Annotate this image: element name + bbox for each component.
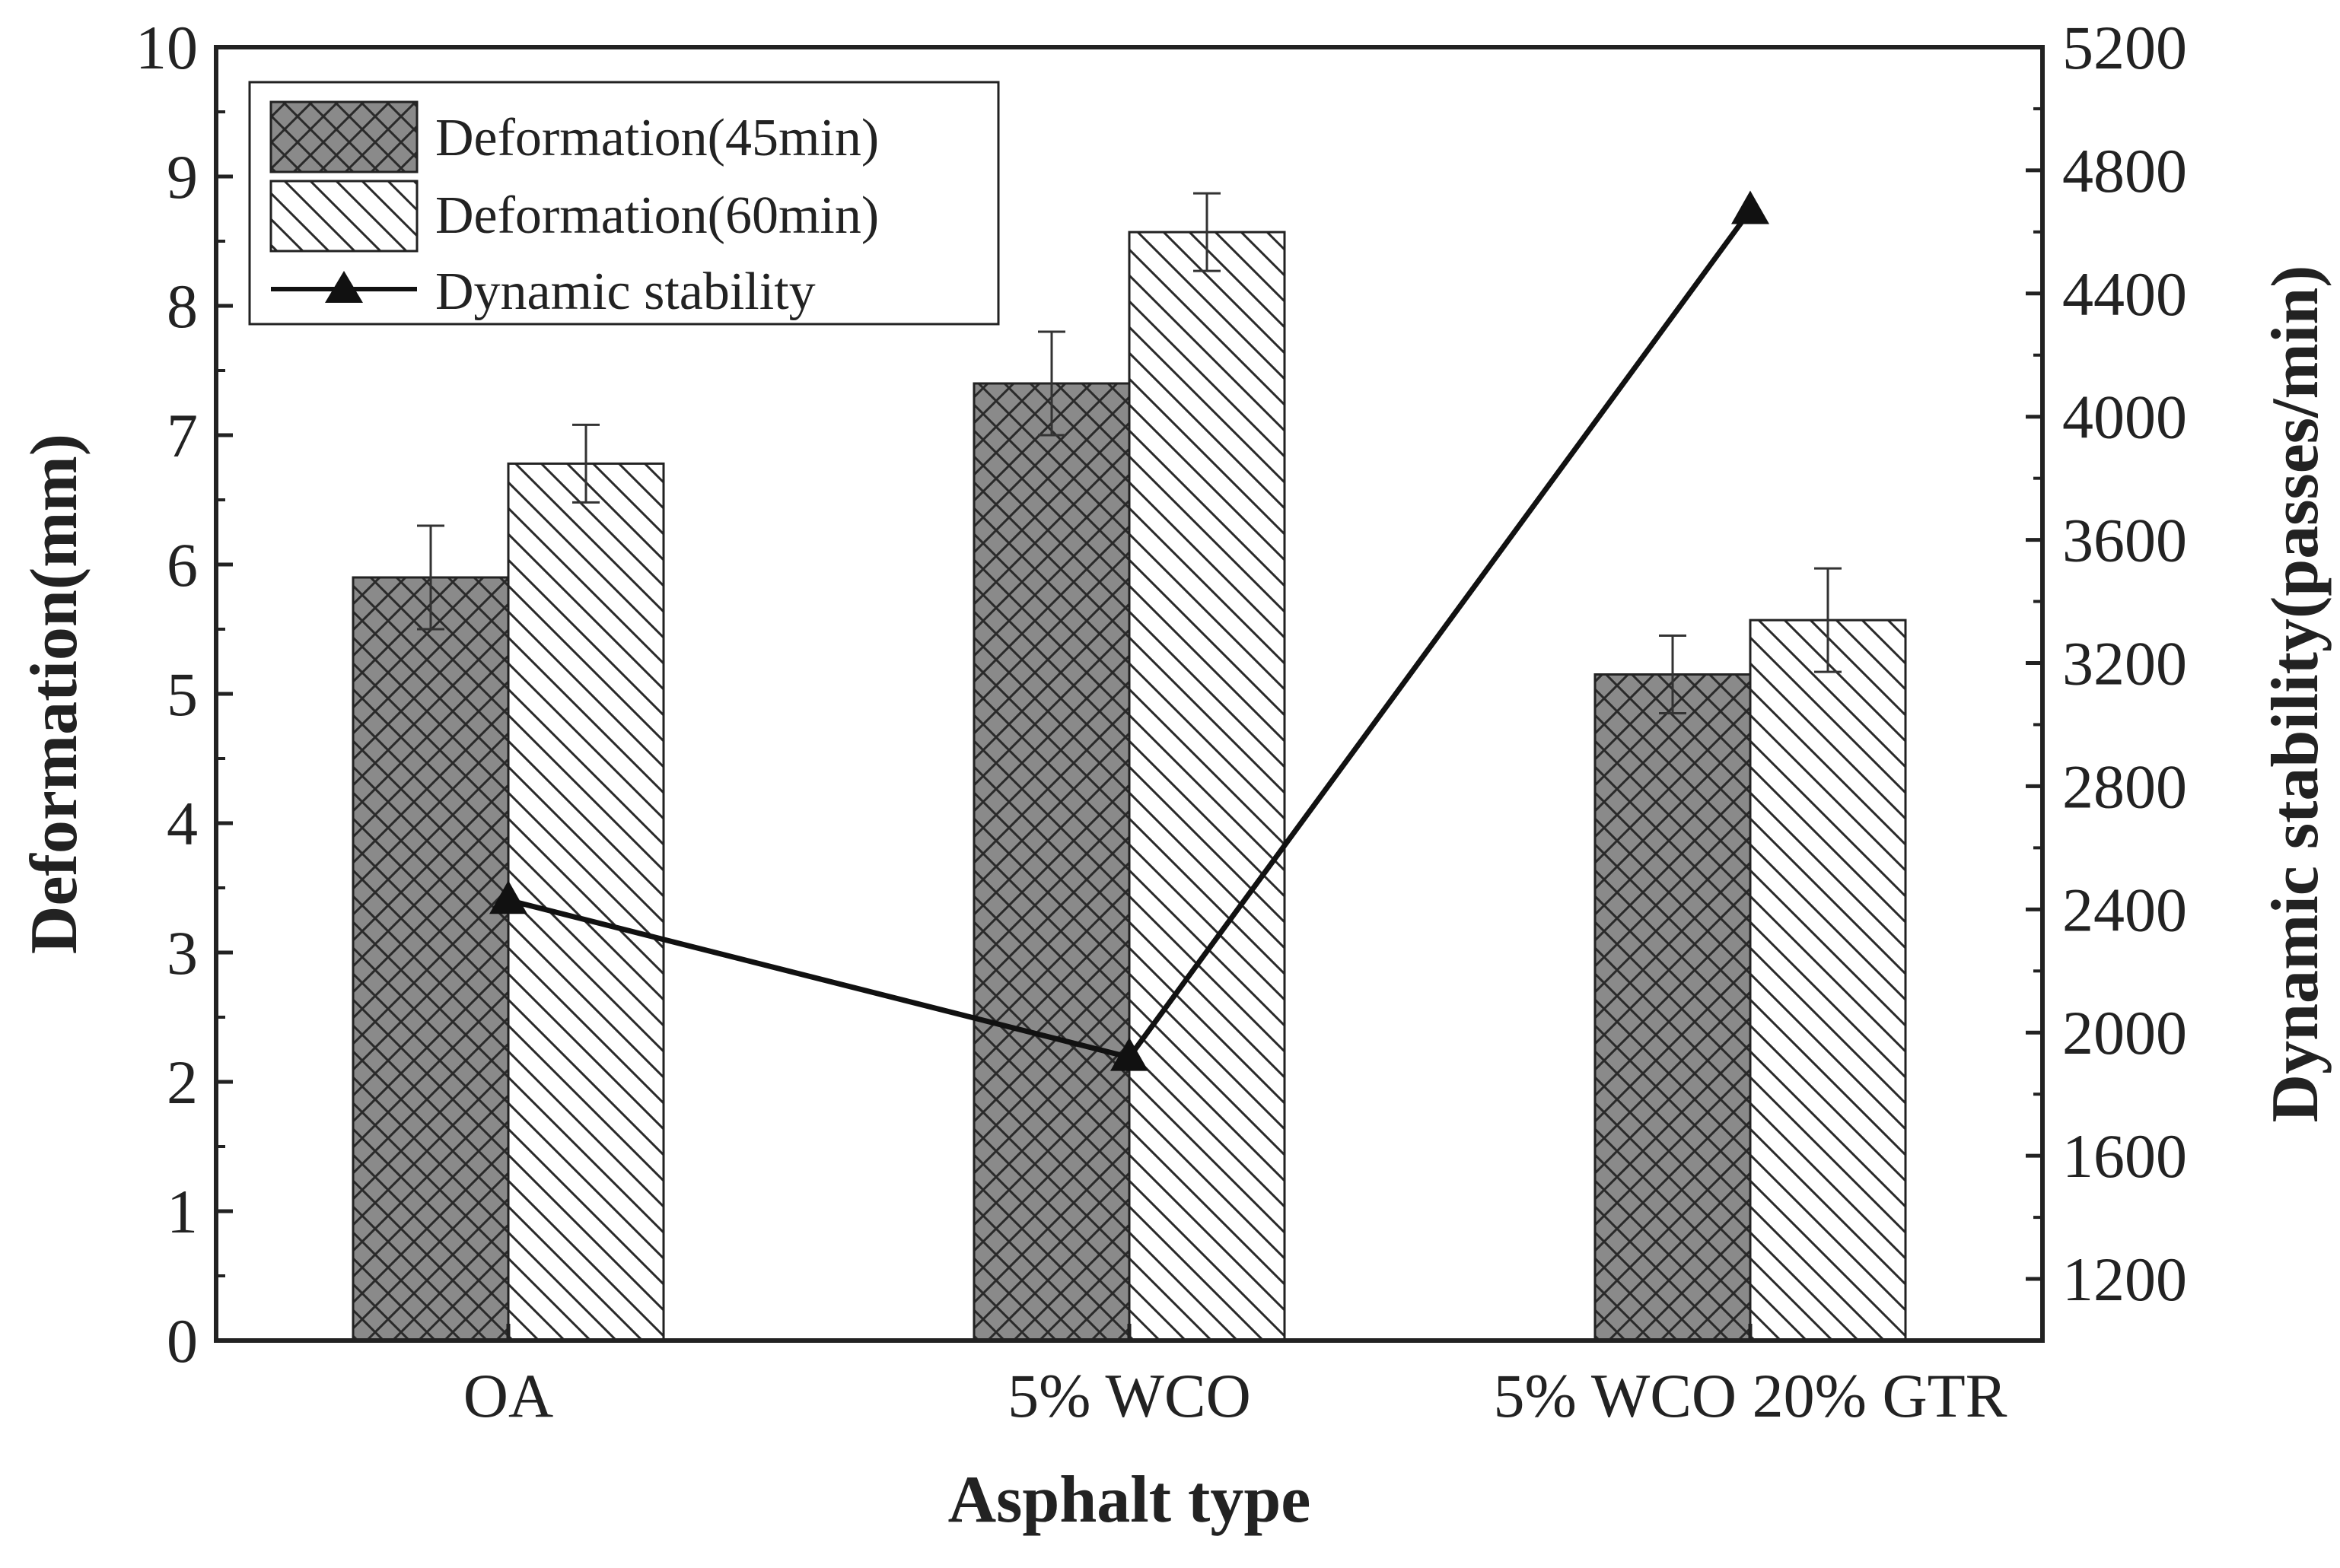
y-axis-title: Deformation(mm) — [18, 434, 91, 954]
bar-45min-0 — [352, 576, 510, 1342]
legend-label-45min: Deformation(45min) — [435, 109, 879, 167]
legend-swatch-60min — [269, 180, 419, 253]
line-layer — [489, 190, 1769, 1071]
legend-triangle-marker — [325, 271, 363, 303]
y-tick-label: 10 — [135, 13, 198, 82]
y-tick-label: 6 — [167, 530, 198, 600]
left-axis: 0 1 2 3 4 5 6 7 8 9 10 — [135, 13, 233, 1376]
dynamic-stability-point-1 — [1110, 1037, 1148, 1071]
y-tick-label: 3 — [167, 918, 198, 988]
error-bar-60min-1 — [1193, 192, 1221, 272]
error-bars-layer — [417, 192, 1842, 714]
y-tick-label: 1 — [167, 1177, 198, 1246]
bar-60min-0 — [507, 462, 665, 1342]
error-bar-60min-2 — [1814, 567, 1842, 673]
bar-60min-1 — [1128, 231, 1286, 1342]
dynamic-stability-point-2 — [1731, 190, 1769, 224]
x-tick-label: 5% WCO — [1008, 1361, 1251, 1430]
bar-45min-1 — [973, 382, 1131, 1342]
y2-tick-label: 1200 — [2062, 1245, 2187, 1314]
error-bar-60min-0 — [572, 423, 600, 504]
y2-tick-label: 3600 — [2062, 506, 2187, 575]
dynamic-stability-point-0 — [489, 880, 527, 914]
y-tick-label: 0 — [167, 1306, 198, 1376]
bottom-axis: OA 5% WCO 5% WCO 20% GTR — [463, 1324, 2007, 1430]
y2-tick-label: 4000 — [2062, 383, 2187, 452]
y-tick-label: 4 — [167, 789, 198, 858]
error-bar-45min-1 — [1038, 330, 1065, 437]
legend-swatch-45min — [269, 100, 419, 173]
y2-tick-label: 5200 — [2062, 13, 2187, 82]
bars-layer — [352, 231, 1907, 1342]
y-tick-label: 8 — [167, 272, 198, 341]
x-tick-label: 5% WCO 20% GTR — [1494, 1361, 2007, 1430]
bar-60min-2 — [1749, 619, 1907, 1342]
y2-tick-label: 2400 — [2062, 875, 2187, 944]
right-axis: 1200 1600 2000 2400 2800 3200 3600 4000 4400 4800… — [2026, 13, 2187, 1314]
y2-tick-label: 4800 — [2062, 136, 2187, 205]
y-tick-label: 7 — [167, 401, 198, 470]
x-tick-label: OA — [463, 1361, 553, 1430]
error-bar-45min-2 — [1659, 635, 1686, 714]
legend: Deformation(45min) Deformation(60min) Dy… — [248, 81, 1000, 326]
y-tick-label: 2 — [167, 1048, 198, 1117]
y2-tick-label: 3200 — [2062, 629, 2187, 698]
bar-45min-2 — [1593, 673, 1752, 1342]
y2-tick-label: 2000 — [2062, 998, 2187, 1067]
legend-label-dynamic-stability: Dynamic stability — [435, 262, 816, 321]
y2-tick-label: 1600 — [2062, 1121, 2187, 1191]
y-tick-label: 9 — [167, 142, 198, 212]
y2-axis-title: Dynamic stability(passes/min) — [2259, 266, 2332, 1123]
y2-tick-label: 4400 — [2062, 259, 2187, 329]
y-tick-label: 5 — [167, 660, 198, 729]
x-axis-title: Asphalt type — [948, 1463, 1311, 1537]
y2-tick-label: 2800 — [2062, 752, 2187, 821]
legend-label-60min: Deformation(60min) — [435, 186, 879, 245]
error-bar-45min-0 — [417, 524, 444, 631]
